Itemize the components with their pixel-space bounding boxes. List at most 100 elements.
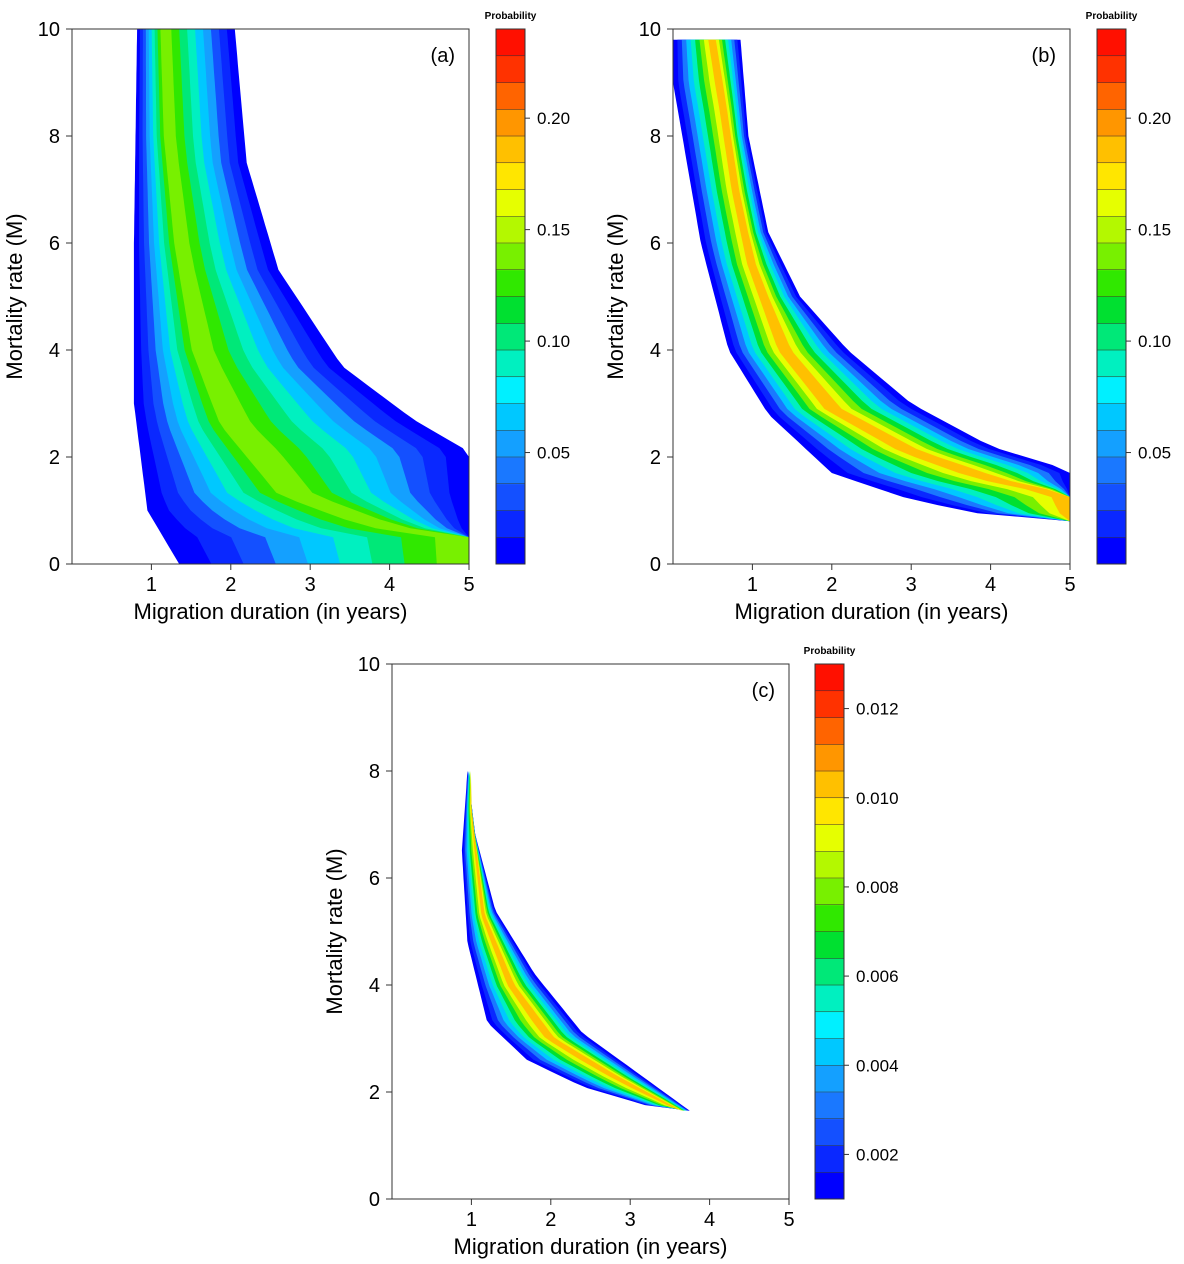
panel-c-plot-area: [461, 771, 690, 1111]
density-band: [699, 39, 1070, 522]
density-band: [160, 29, 469, 564]
colorbar-band: [496, 243, 525, 271]
x-tick-label: 1: [146, 574, 157, 596]
colorbar-band: [496, 457, 525, 485]
colorbar-band: [496, 216, 525, 244]
y-tick-label: 10: [38, 19, 60, 41]
colorbar-band: [1097, 55, 1126, 83]
colorbar-band: [815, 717, 844, 745]
colorbar-band: [1097, 29, 1126, 57]
x-tick-label: 1: [747, 574, 758, 596]
y-tick-label: 0: [49, 554, 60, 576]
colorbar-band: [815, 851, 844, 879]
y-tick-label: 0: [369, 1189, 380, 1211]
colorbar-band: [496, 296, 525, 324]
colorbar-band: [496, 376, 525, 404]
colorbar-tick-label: 0.10: [1138, 332, 1171, 351]
panel-c-colorbar: 0.002 0.004 0.006 0.008 0.010 0.012: [814, 663, 899, 1200]
colorbar-band: [1097, 296, 1126, 324]
panel-a-y-ticks: 0 2 4 6 8 10: [38, 19, 72, 576]
colorbar-band: [1097, 216, 1126, 244]
colorbar-band: [496, 55, 525, 83]
colorbar-band: [496, 269, 525, 297]
colorbar-band: [1097, 269, 1126, 297]
colorbar-band: [1097, 457, 1126, 485]
x-tick-label: 5: [1064, 574, 1075, 596]
y-tick-label: 4: [369, 975, 380, 997]
y-tick-label: 2: [369, 1082, 380, 1104]
colorbar-band: [1097, 430, 1126, 458]
density-band: [681, 39, 1070, 522]
y-tick-label: 6: [650, 233, 661, 255]
y-tick-label: 10: [358, 654, 380, 676]
colorbar-tick-label: 0.05: [1138, 444, 1171, 463]
colorbar-tick-label: 0.008: [856, 878, 899, 897]
panel-c: 1 2 3 4 5 0 2 4 6 8 10 (c) Migration duration (in…: [322, 646, 899, 1259]
panel-c-y-axis-label: Mortality rate (M): [322, 848, 347, 1014]
colorbar-band: [815, 958, 844, 986]
panel-b-colorbar: 0.05 0.10 0.15 0.20: [1096, 28, 1171, 565]
colorbar-band: [1097, 537, 1126, 565]
panel-a: 1 2 3 4 5 0 2 4 6 8 10 (a) Migration duration (in…: [2, 11, 570, 624]
colorbar-band: [1097, 82, 1126, 110]
panel-b-frame: [672, 28, 1071, 565]
x-tick-label: 1: [466, 1209, 477, 1231]
colorbar-tick-label: 0.004: [856, 1056, 899, 1075]
colorbar-band: [815, 904, 844, 932]
panel-b-x-ticks: 1 2 3 4 5: [747, 564, 1076, 596]
colorbar-band: [815, 1172, 844, 1200]
colorbar-band: [815, 985, 844, 1013]
colorbar-band: [1097, 243, 1126, 271]
y-tick-label: 0: [650, 554, 661, 576]
x-tick-label: 3: [906, 574, 917, 596]
x-tick-label: 4: [384, 574, 395, 596]
x-tick-label: 2: [225, 574, 236, 596]
colorbar-band: [1097, 323, 1126, 351]
panel-c-label: (c): [752, 680, 775, 702]
panel-b-x-axis-label: Migration duration (in years): [735, 599, 1009, 624]
density-band: [468, 771, 685, 1111]
colorbar-tick-label: 0.05: [537, 444, 570, 463]
colorbar-band: [496, 82, 525, 110]
panel-a-frame: [71, 28, 470, 565]
x-tick-label: 3: [625, 1209, 636, 1231]
y-tick-label: 8: [369, 761, 380, 783]
y-tick-label: 2: [49, 447, 60, 469]
y-tick-label: 8: [49, 126, 60, 148]
colorbar-band: [815, 1011, 844, 1039]
panel-a-x-ticks: 1 2 3 4 5: [146, 564, 475, 596]
panel-a-y-axis-label: Mortality rate (M): [2, 213, 27, 379]
colorbar-band: [496, 537, 525, 565]
colorbar-band: [1097, 403, 1126, 431]
colorbar-tick-label: 0.002: [856, 1145, 899, 1164]
colorbar-frame: [495, 28, 526, 565]
colorbar-frame: [814, 663, 845, 1200]
panel-a-colorbar-title: Probability: [485, 11, 537, 22]
x-tick-label: 4: [704, 1209, 715, 1231]
colorbar-band: [815, 744, 844, 772]
panel-b-y-axis-label: Mortality rate (M): [603, 213, 628, 379]
colorbar-band: [1097, 162, 1126, 190]
x-tick-label: 3: [305, 574, 316, 596]
colorbar-band: [496, 483, 525, 511]
colorbar-band: [815, 931, 844, 959]
colorbar-band: [496, 136, 525, 164]
panel-c-colorbar-title: Probability: [804, 646, 856, 657]
panel-b-label: (b): [1032, 45, 1056, 67]
y-tick-label: 8: [650, 126, 661, 148]
panel-b-plot-area: [673, 39, 1070, 522]
colorbar-band: [496, 29, 525, 57]
y-tick-label: 6: [369, 868, 380, 890]
colorbar-band: [496, 162, 525, 190]
colorbar-band: [1097, 136, 1126, 164]
panel-c-x-ticks: 1 2 3 4 5: [466, 1199, 795, 1231]
colorbar-band: [815, 664, 844, 692]
colorbar-tick-label: 0.10: [537, 332, 570, 351]
colorbar-band: [815, 1065, 844, 1093]
panel-a-x-axis-label: Migration duration (in years): [134, 599, 408, 624]
colorbar-band: [1097, 350, 1126, 378]
panel-c-x-axis-label: Migration duration (in years): [454, 1234, 728, 1259]
colorbar-band: [815, 797, 844, 825]
colorbar-band: [496, 109, 525, 137]
